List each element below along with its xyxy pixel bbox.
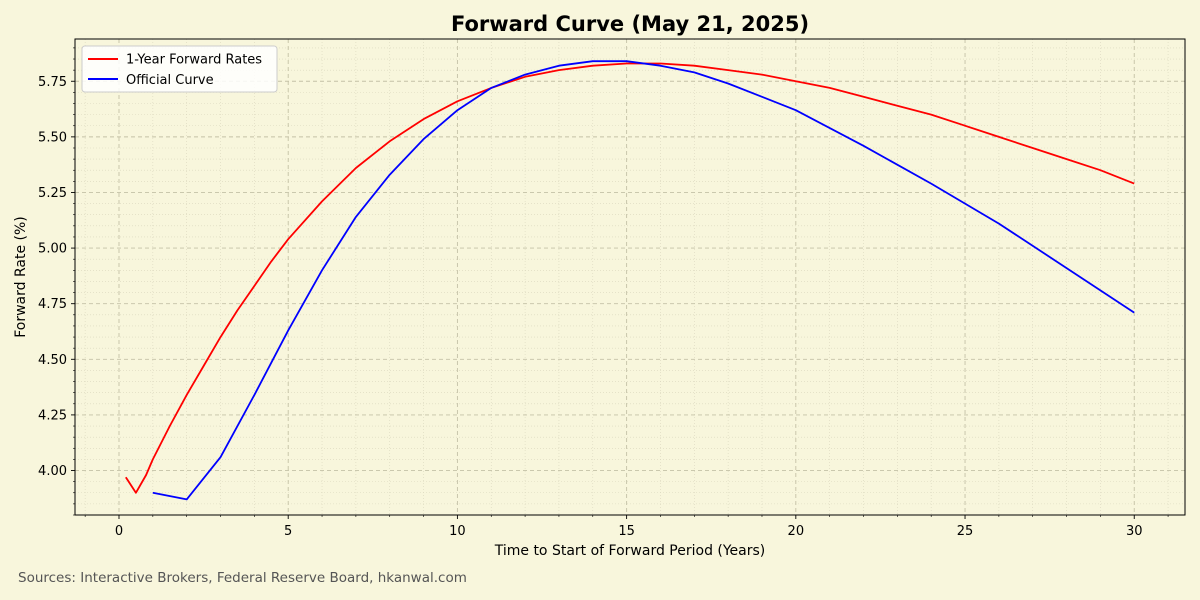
source-note: Sources: Interactive Brokers, Federal Re… <box>18 570 467 586</box>
y-tick-label: 4.50 <box>38 353 67 368</box>
x-axis-label: Time to Start of Forward Period (Years) <box>494 543 766 559</box>
ticks: 0 5 10 15 20 25 30 4.00 4.25 4.50 4.75 5.00 5.25 5.50… <box>38 47 1169 539</box>
x-tick-label: 30 <box>1126 524 1143 539</box>
plot-frame <box>74 38 1186 516</box>
y-tick-label: 4.75 <box>38 297 67 312</box>
grid <box>75 39 1185 516</box>
y-tick-label: 5.00 <box>38 242 67 257</box>
legend-box <box>81 45 278 93</box>
y-tick-label: 5.75 <box>38 75 67 90</box>
y-axis-label: Forward Rate (%) <box>13 216 29 338</box>
legend-label-forward-rates: 1-Year Forward Rates <box>126 53 262 68</box>
x-tick-label: 25 <box>957 524 974 539</box>
series-line-forward-rates <box>125 62 1135 494</box>
y-tick-label: 5.50 <box>38 130 67 145</box>
series-lines <box>125 60 1135 501</box>
chart-title: Forward Curve (May 21, 2025) <box>451 12 809 36</box>
x-tick-label: 0 <box>115 524 123 539</box>
legend: 1-Year Forward Rates Official Curve <box>81 45 278 93</box>
y-tick-label: 5.25 <box>38 186 67 201</box>
x-tick-label: 20 <box>788 524 805 539</box>
y-tick-label: 4.00 <box>38 464 67 479</box>
series-line-official-curve <box>152 60 1135 501</box>
x-tick-label: 10 <box>449 524 466 539</box>
y-tick-label: 4.25 <box>38 408 67 423</box>
x-tick-label: 15 <box>618 524 635 539</box>
legend-label-official-curve: Official Curve <box>126 73 214 88</box>
x-tick-label: 5 <box>284 524 292 539</box>
